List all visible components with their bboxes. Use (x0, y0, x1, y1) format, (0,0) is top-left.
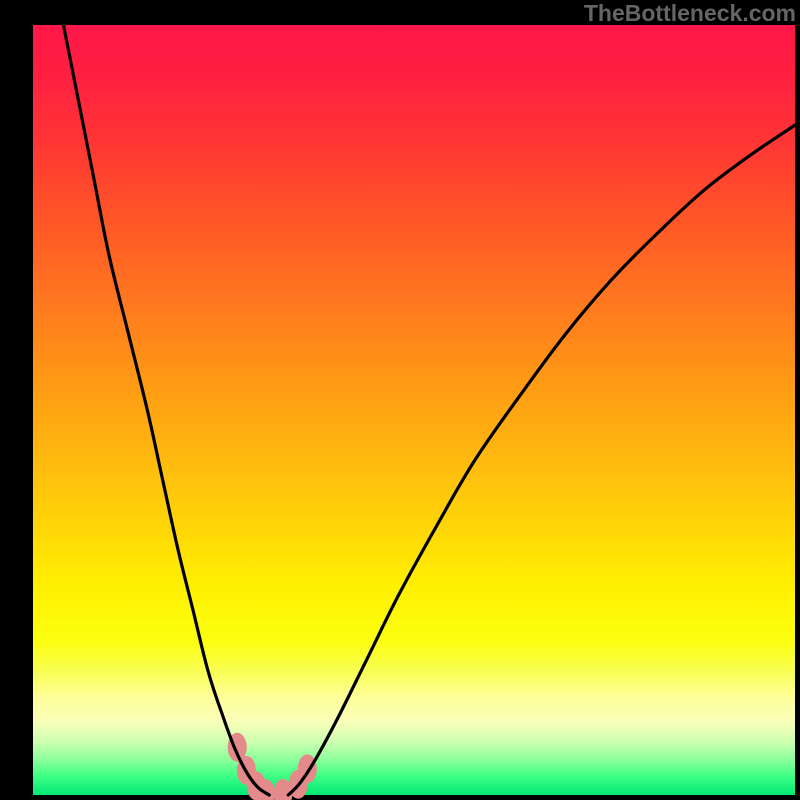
bottleneck-curve-layer (33, 25, 795, 795)
bottleneck-marker (298, 755, 316, 783)
plot-area (33, 25, 795, 795)
curve-right-branch (288, 125, 795, 795)
watermark-label: TheBottleneck.com (584, 0, 796, 27)
curve-left-branch (63, 25, 269, 795)
